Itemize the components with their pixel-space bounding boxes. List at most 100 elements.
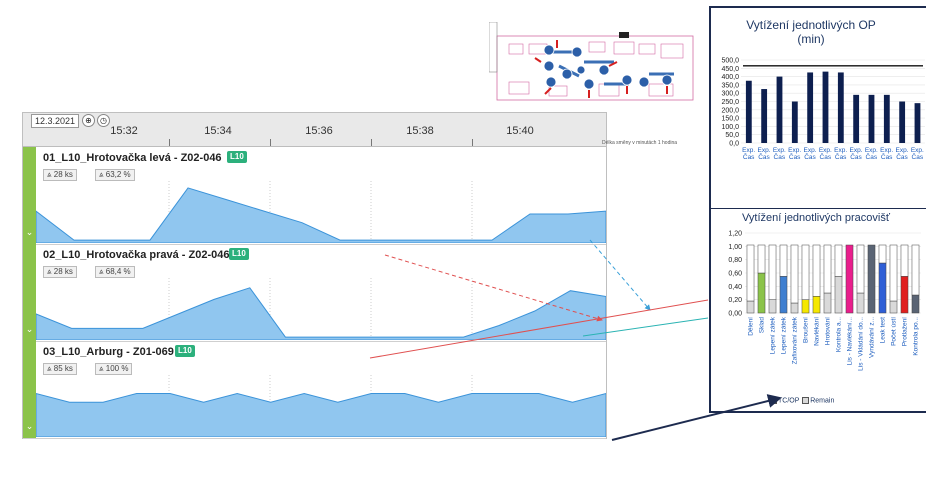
op-bar (761, 89, 768, 143)
clock-icon[interactable]: ◷ (97, 114, 110, 127)
op-bar (883, 94, 890, 143)
settings-icon[interactable]: ⊕ (82, 114, 95, 127)
x-tick-label: Exp. (742, 147, 755, 154)
x-tick-label: Protlažení (902, 317, 909, 346)
x-tick-label: Čas (758, 152, 770, 161)
line-badge: L10 (229, 248, 249, 260)
y-tick-label: 200,0 (721, 107, 739, 114)
remain-bar (856, 244, 865, 294)
pieces-chip: ⩓ 28 ks (43, 169, 77, 181)
chart-subtitle: (min) (797, 32, 825, 46)
x-tick-label: Hrotování (825, 317, 832, 345)
x-tick-label: Exp. (865, 147, 878, 154)
x-tick-label: Kontrola a... (836, 317, 843, 352)
x-tick-label: Exp. (803, 147, 816, 154)
x-tick-label: Navlékání (814, 317, 821, 346)
x-tick-label: Čas (789, 152, 801, 161)
time-tick-label: 15:34 (204, 125, 232, 137)
remain-bar (768, 244, 777, 300)
lane-status-bar (23, 244, 36, 341)
chart-title: Vytížení jednotlivých OP (min) (711, 18, 911, 46)
floorplan-diagram (489, 22, 694, 101)
tc-op-bar (845, 244, 854, 314)
workplace-bar-plot: 1,20 1,00 0,80 0,60 0,40 0,20 0,00 Dělení Sklad L… (728, 231, 921, 371)
pieces-count: 28 ks (53, 170, 73, 179)
tc-op-bar (856, 292, 865, 314)
y-tick-label: 350,0 (721, 82, 739, 89)
y-tick-label: 1,00 (728, 244, 742, 251)
x-tick-label: Exp. (911, 147, 924, 154)
op-bar (791, 101, 798, 143)
x-tick-label: Čas (774, 152, 786, 161)
lane-utilization-area (36, 375, 606, 437)
utilization-percent: 68,4 % (105, 267, 131, 276)
x-tick-label: Exp. (788, 147, 801, 154)
utilization-chip: ⩓ 100 % (95, 363, 133, 375)
x-tick-label: Exp. (819, 147, 832, 154)
y-tick-label: 0,40 (728, 284, 742, 291)
op-bar (807, 72, 814, 143)
remain-bar (779, 244, 788, 277)
date-picker[interactable]: 12.3.2021 (31, 114, 80, 128)
tc-op-bar (911, 294, 920, 314)
x-tick-label: Čas (743, 152, 755, 161)
utilization-area (36, 187, 606, 243)
time-tick-label: 15:32 (110, 125, 138, 137)
x-tick-label: Sklad (759, 317, 766, 334)
time-tick-label: 15:40 (506, 125, 534, 137)
x-tick-label: Čas (820, 152, 832, 161)
remain-bar (889, 244, 898, 302)
time-tick-label: 15:38 (406, 125, 434, 137)
x-tick-label: Počet ústí (891, 317, 898, 346)
remain-bar (746, 244, 755, 302)
y-tick-label: 500,0 (721, 58, 739, 65)
x-tick-label: Exp. (834, 147, 847, 154)
line-badge: L10 (227, 151, 247, 163)
timeline-header: 12.3.2021 ⊕ ◷ 15:32 15:34 15:36 15:38 15… (23, 113, 606, 147)
lane-utilization-area (36, 181, 606, 243)
tc-op-bar (867, 244, 876, 314)
lane-status-bar (23, 147, 36, 244)
tc-op-bar (790, 302, 799, 314)
tc-op-bar (757, 272, 766, 314)
x-tick-label: Lepení zátek (781, 316, 788, 354)
remain-bar (911, 244, 920, 296)
remain-bar (812, 244, 821, 297)
chart-title: Vytížení jednotlivých pracovišť (741, 212, 890, 224)
remain-bar (823, 244, 832, 294)
time-tick-label: 15:36 (305, 125, 333, 137)
chevron-down-icon[interactable]: ⌄ (25, 227, 34, 237)
op-bar (914, 103, 921, 143)
time-tick-mark (472, 139, 473, 146)
legend-label: TC/OP (778, 397, 800, 405)
utilization-chip: ⩓ 63,2 % (95, 169, 135, 181)
op-bar (899, 101, 906, 143)
x-tick-label: Exp. (773, 147, 786, 154)
y-tick-label: 1,20 (728, 231, 742, 238)
remain-bar (878, 244, 887, 264)
chevron-down-icon[interactable]: ⌄ (25, 324, 34, 334)
y-tick-label: 50,0 (725, 132, 739, 139)
x-tick-label: Leak test (880, 317, 887, 344)
time-tick-mark (371, 139, 372, 146)
x-tick-label: Vyndávání z... (869, 317, 876, 358)
x-tick-label: Lis - Vkládání do... (858, 317, 865, 371)
pieces-chip: ⩓ 28 ks (43, 266, 77, 278)
machine-lane: ⌄ 03_L10_Arburg - Z01-069 L10 ⩓ 85 ks ⩓ … (23, 341, 606, 439)
x-tick-label: Kontrola po... (913, 317, 920, 356)
op-bar (853, 94, 860, 143)
x-tick-label: Dělení (748, 317, 755, 336)
timeline-panel: 12.3.2021 ⊕ ◷ 15:32 15:34 15:36 15:38 15… (22, 112, 607, 439)
machine-lane: ⌄ 01_L10_Hrotovačka levá - Z02-046 L10 ⩓… (23, 147, 606, 245)
lane-title: 03_L10_Arburg - Z01-069 (43, 346, 174, 358)
x-tick-label: Lepení zátek (770, 316, 777, 354)
lane-utilization-area (36, 278, 606, 340)
chart-legend: TC/OP Remain (769, 397, 834, 404)
workplace-utilization-chart: Vytížení jednotlivých pracovišť 1,20 1,00… (709, 208, 926, 413)
chevron-down-icon[interactable]: ⌄ (25, 421, 34, 431)
utilization-percent: 63,2 % (105, 170, 131, 179)
tc-op-bar (834, 276, 843, 314)
y-tick-label: 450,0 (721, 66, 739, 73)
remain-bar (834, 244, 843, 277)
